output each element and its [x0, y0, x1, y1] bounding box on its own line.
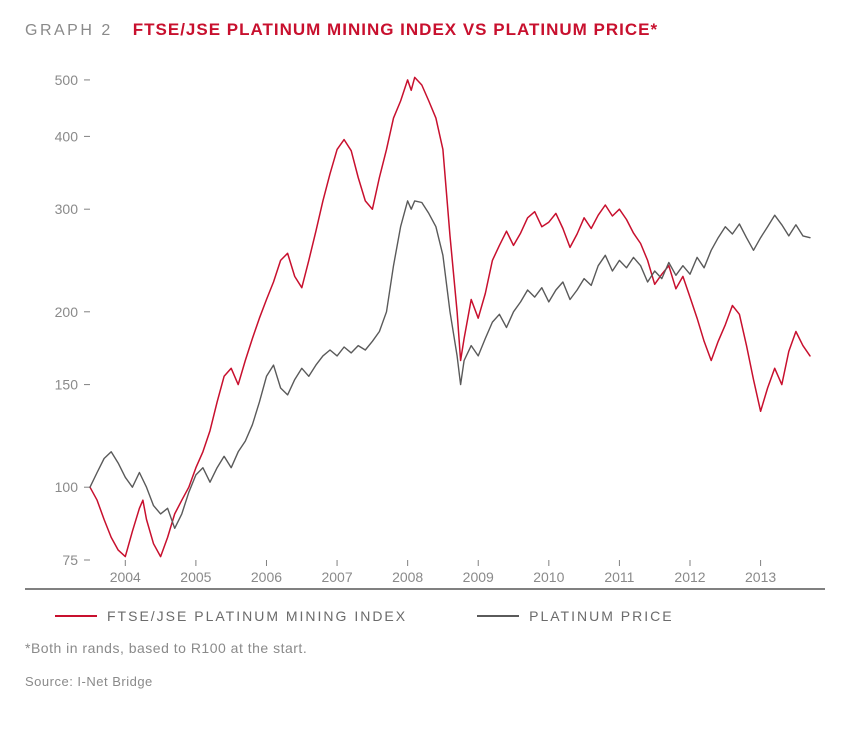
legend-swatch	[55, 615, 97, 617]
svg-text:2008: 2008	[392, 569, 423, 585]
legend-label: FTSE/JSE PLATINUM MINING INDEX	[107, 608, 407, 624]
svg-text:75: 75	[62, 552, 78, 568]
svg-text:2005: 2005	[180, 569, 211, 585]
line-chart: 75 100 150 200 300 400 500 2004 2005 2006 2007 2008…	[25, 50, 825, 590]
svg-text:400: 400	[55, 128, 79, 144]
chart-header: GRAPH 2 FTSE/JSE PLATINUM MINING INDEX V…	[25, 20, 825, 40]
svg-text:500: 500	[55, 72, 79, 88]
svg-text:2009: 2009	[463, 569, 494, 585]
chart-title: FTSE/JSE PLATINUM MINING INDEX VS PLATIN…	[133, 20, 658, 40]
legend-label: PLATINUM PRICE	[529, 608, 673, 624]
legend-item: FTSE/JSE PLATINUM MINING INDEX	[55, 608, 407, 624]
legend-swatch	[477, 615, 519, 617]
chart-container: 75 100 150 200 300 400 500 2004 2005 2006 2007 2008…	[25, 50, 825, 590]
svg-text:2006: 2006	[251, 569, 282, 585]
svg-text:2013: 2013	[745, 569, 776, 585]
svg-text:2004: 2004	[110, 569, 141, 585]
svg-text:200: 200	[55, 304, 79, 320]
svg-text:2011: 2011	[604, 569, 634, 585]
svg-text:2012: 2012	[674, 569, 705, 585]
footnote: *Both in rands, based to R100 at the sta…	[25, 640, 825, 656]
svg-text:300: 300	[55, 201, 79, 217]
svg-text:2010: 2010	[533, 569, 564, 585]
source-label: Source: I-Net Bridge	[25, 674, 825, 689]
legend-item: PLATINUM PRICE	[477, 608, 673, 624]
svg-text:150: 150	[55, 377, 79, 393]
svg-text:2007: 2007	[321, 569, 352, 585]
graph-number-label: GRAPH 2	[25, 22, 113, 40]
svg-text:100: 100	[55, 479, 79, 495]
legend: FTSE/JSE PLATINUM MINING INDEX PLATINUM …	[55, 608, 825, 624]
